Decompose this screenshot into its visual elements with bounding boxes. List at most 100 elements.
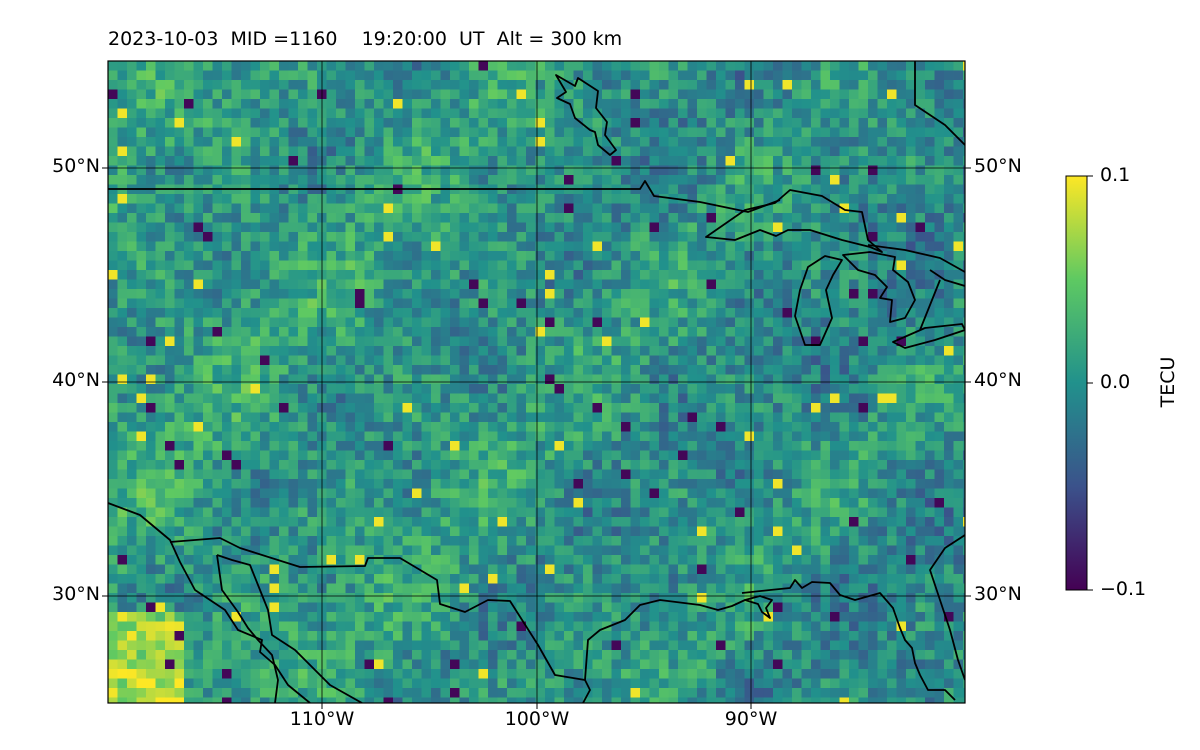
tec-cell xyxy=(678,498,689,509)
tec-cell xyxy=(307,327,318,338)
tec-cell xyxy=(573,127,584,138)
tec-cell xyxy=(906,222,917,233)
tec-cell xyxy=(393,232,404,243)
tec-cell xyxy=(345,460,356,471)
tec-cell xyxy=(383,460,394,471)
tec-cell xyxy=(640,298,651,309)
tec-cell xyxy=(507,564,518,575)
tec-cell xyxy=(478,384,489,395)
tec-cell xyxy=(241,70,252,81)
tec-cell xyxy=(507,327,518,338)
tec-cell xyxy=(820,431,831,442)
tec-cell xyxy=(811,89,822,100)
tec-cell xyxy=(203,327,214,338)
tec-cell xyxy=(478,222,489,233)
tec-cell xyxy=(136,203,147,214)
tec-cell xyxy=(165,251,176,262)
tec-cell xyxy=(269,99,280,110)
tec-cell xyxy=(355,336,366,347)
tec-cell xyxy=(459,232,470,243)
tec-cell xyxy=(507,431,518,442)
tec-cell xyxy=(488,374,499,385)
tec-cell xyxy=(716,441,727,452)
tec-cell xyxy=(478,450,489,461)
tec-cell xyxy=(136,232,147,243)
tec-cell xyxy=(421,317,432,328)
tec-cell xyxy=(203,574,214,585)
tec-cell xyxy=(735,203,746,214)
tec-cell xyxy=(260,488,271,499)
tec-cell xyxy=(678,70,689,81)
tec-cell xyxy=(716,431,727,442)
tec-cell xyxy=(345,507,356,518)
tec-cell xyxy=(307,403,318,414)
tec-cell xyxy=(402,89,413,100)
tec-cell xyxy=(925,536,936,547)
tec-cell xyxy=(573,365,584,376)
tec-cell xyxy=(184,355,195,366)
tec-cell xyxy=(830,137,841,148)
tec-cell xyxy=(801,365,812,376)
tec-cell xyxy=(545,165,556,176)
tec-cell xyxy=(925,289,936,300)
tec-cell xyxy=(174,403,185,414)
tec-cell xyxy=(611,70,622,81)
tec-cell xyxy=(127,355,138,366)
tec-cell xyxy=(668,137,679,148)
tec-cell xyxy=(345,564,356,575)
tec-cell xyxy=(184,336,195,347)
tec-cell xyxy=(383,194,394,205)
tec-cell xyxy=(868,203,879,214)
tec-cell xyxy=(440,393,451,404)
tec-cell xyxy=(801,127,812,138)
tec-cell xyxy=(744,431,755,442)
tec-cell xyxy=(649,412,660,423)
tec-cell xyxy=(744,270,755,281)
tec-cell xyxy=(678,545,689,556)
tec-cell xyxy=(374,99,385,110)
tec-cell xyxy=(222,241,233,252)
tec-cell xyxy=(374,450,385,461)
tec-cell xyxy=(279,412,290,423)
tec-cell xyxy=(260,118,271,129)
tec-cell xyxy=(203,393,214,404)
tec-cell xyxy=(697,536,708,547)
tec-cell xyxy=(231,479,242,490)
tec-cell xyxy=(735,422,746,433)
tec-cell xyxy=(611,517,622,528)
tec-cell xyxy=(697,460,708,471)
tec-cell xyxy=(307,279,318,290)
tec-cell xyxy=(326,61,337,72)
tec-cell xyxy=(630,118,641,129)
tec-cell xyxy=(146,137,157,148)
tec-cell xyxy=(877,298,888,309)
tec-cell xyxy=(402,279,413,290)
tec-cell xyxy=(174,308,185,319)
tec-cell xyxy=(231,564,242,575)
tec-cell xyxy=(697,184,708,195)
tec-cell xyxy=(402,80,413,91)
tec-cell xyxy=(611,61,622,72)
tec-cell xyxy=(526,479,537,490)
tec-cell xyxy=(165,108,176,119)
tec-cell xyxy=(564,156,575,167)
tec-cell xyxy=(117,346,128,357)
tec-cell xyxy=(450,393,461,404)
tec-cell xyxy=(773,70,784,81)
tec-cell xyxy=(203,222,214,233)
tec-cell xyxy=(773,574,784,585)
tec-cell xyxy=(516,393,527,404)
tec-cell xyxy=(839,61,850,72)
tec-cell xyxy=(706,194,717,205)
tec-cell xyxy=(839,156,850,167)
tec-cell xyxy=(697,251,708,262)
tec-cell xyxy=(564,232,575,243)
tec-cell xyxy=(659,251,670,262)
tec-cell xyxy=(811,507,822,518)
tec-cell xyxy=(507,517,518,528)
tec-cell xyxy=(488,241,499,252)
tec-cell xyxy=(668,374,679,385)
tec-cell xyxy=(222,70,233,81)
tec-cell xyxy=(830,469,841,480)
tec-cell xyxy=(117,289,128,300)
